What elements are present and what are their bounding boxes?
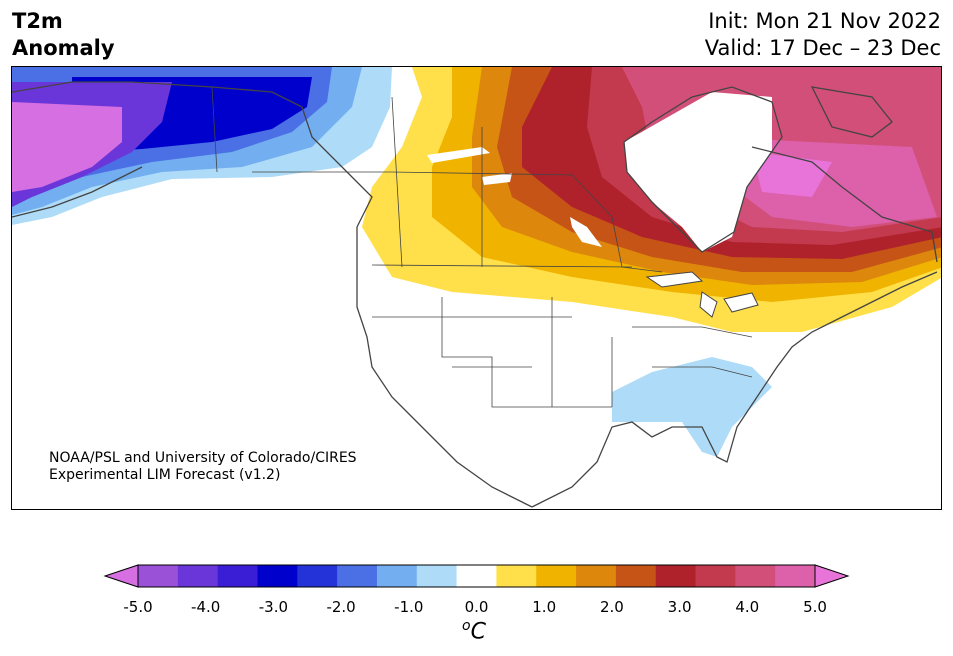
colorbar-unit: oC	[462, 618, 486, 644]
unit-celsius: C	[470, 619, 486, 645]
colorbar-swatch	[217, 565, 258, 587]
hudson-bay	[624, 92, 772, 252]
colorbar-extend-min	[103, 564, 139, 588]
colorbar-tick-label: -5.0	[123, 598, 153, 616]
colorbar-swatch	[536, 565, 577, 587]
great-lakes	[645, 271, 759, 318]
colorbar-tick-label: 3.0	[667, 598, 692, 616]
colorbar-extend-max	[814, 564, 850, 588]
colorbar-border	[137, 564, 816, 588]
colorbar-swatch	[138, 565, 179, 587]
credit-text: NOAA/PSL and University of Colorado/CIRE…	[49, 450, 357, 484]
colorbar-swatch	[496, 565, 537, 587]
colorbar-swatch	[376, 565, 418, 587]
map-canvas	[12, 67, 941, 508]
colorbar-swatch	[257, 565, 298, 587]
colorbar-ticks: -5.0 -4.0 -3.0 -2.0 -1.0 0.0 1.0 2.0 3.0 4.0 5.0	[0, 598, 953, 618]
borders	[211, 86, 753, 408]
colorbar-tick-label: 1.0	[532, 598, 557, 616]
colorbar-swatch	[695, 565, 736, 587]
anomaly-map	[11, 66, 942, 510]
map-title: T2m Anomaly	[12, 8, 115, 62]
lakes	[427, 147, 602, 247]
unit-degree: o	[462, 618, 471, 634]
colorbar-swatch	[576, 565, 617, 587]
colorbar-swatch	[416, 565, 458, 587]
cold-anomaly-magenta	[12, 102, 122, 192]
colorbar-tick-label: 2.0	[599, 598, 624, 616]
colorbar-tick-label: 5.0	[803, 598, 827, 616]
colorbar-swatch	[337, 565, 378, 587]
colorbar	[103, 564, 850, 588]
init-date: Init: Mon 21 Nov 2022	[708, 9, 941, 33]
colorbar-tick-label: -4.0	[191, 598, 221, 616]
valid-date: Valid: 17 Dec – 23 Dec	[704, 36, 941, 60]
colorbar-tick-label: -1.0	[394, 598, 424, 616]
colorbar-swatch	[735, 565, 776, 587]
colorbar-swatches	[103, 564, 850, 588]
title-line-1: T2m	[12, 9, 63, 33]
colorbar-tick-label: -3.0	[258, 598, 289, 616]
title-line-2: Anomaly	[12, 36, 115, 60]
colorbar-tick-label: 4.0	[735, 598, 760, 616]
coastlines	[12, 81, 938, 508]
colorbar-swatch	[775, 565, 816, 587]
colorbar-tick-label: -2.0	[326, 598, 356, 616]
colorbar-swatch	[177, 565, 219, 587]
cool-anomaly-southeast	[612, 357, 772, 457]
colorbar-swatch	[297, 565, 338, 587]
credit-line-2: Experimental LIM Forecast (v1.2)	[49, 467, 281, 483]
colorbar-swatch	[655, 565, 697, 587]
colorbar-swatch	[615, 565, 657, 587]
warm-anomaly-hotpink	[752, 152, 832, 197]
forecast-dates: Init: Mon 21 Nov 2022 Valid: 17 Dec – 23…	[705, 8, 941, 62]
colorbar-tick-label: 0.0	[464, 598, 489, 616]
credit-line-1: NOAA/PSL and University of Colorado/CIRE…	[49, 450, 357, 466]
colorbar-swatch	[456, 565, 497, 587]
